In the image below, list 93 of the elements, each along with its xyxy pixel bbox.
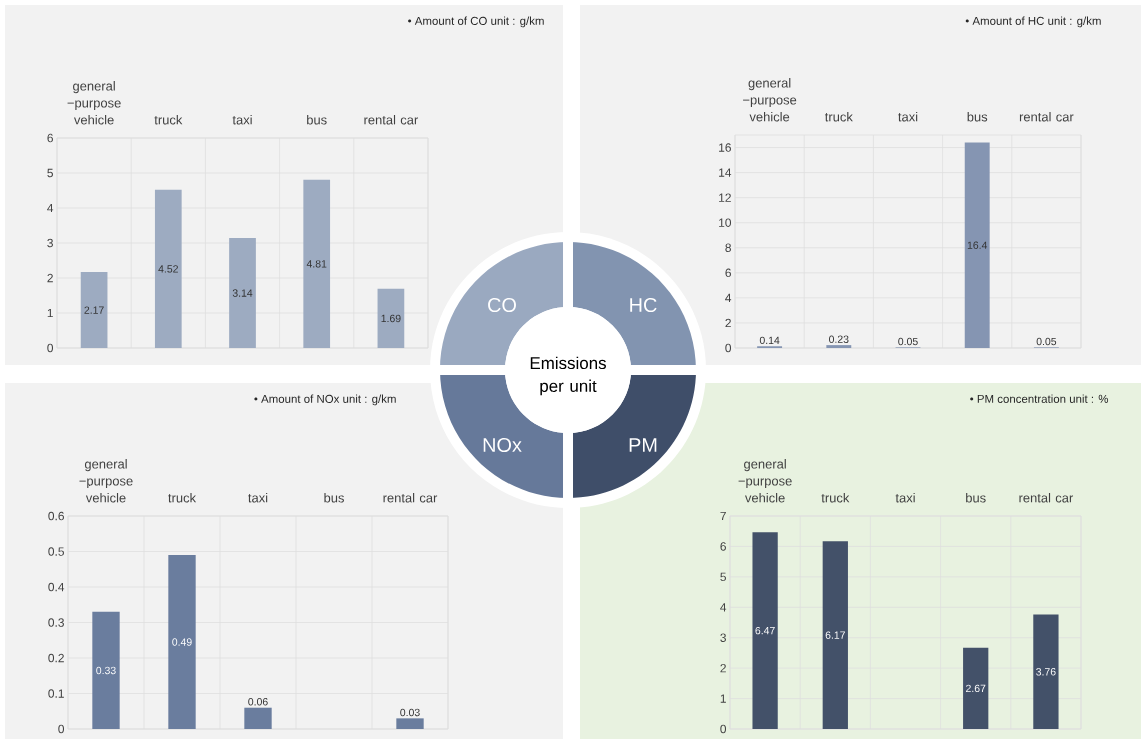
x-tick-label: taxi xyxy=(232,114,252,125)
y-tick-label: 0.2 xyxy=(48,653,64,663)
text: • Amount of CO unit : g/km xyxy=(408,16,544,28)
data-label: 0.49 xyxy=(172,638,192,646)
y-tick-label: 0 xyxy=(720,724,727,734)
x-tick-label: truck xyxy=(824,111,853,122)
bar xyxy=(229,238,256,348)
x-tick-label: rental car xyxy=(383,492,438,503)
x-tick-label: general −purpose vehicle xyxy=(738,459,792,503)
chart-title: • PM concentration unit : % xyxy=(970,394,1109,403)
text: NOx xyxy=(483,437,522,453)
chart-title: • Amount of HC unit : g/km xyxy=(965,16,1101,28)
bar xyxy=(80,272,108,348)
data-label: 6.47 xyxy=(755,626,775,635)
data-label: 1.69 xyxy=(381,314,401,323)
x-tick-label: bus xyxy=(324,492,344,503)
x-tick-label: truck xyxy=(154,114,183,125)
data-label: 2.67 xyxy=(966,684,986,693)
data-label: 4.52 xyxy=(158,265,178,273)
x-tick-label: taxi xyxy=(248,492,268,503)
y-tick-label: 0.6 xyxy=(48,511,64,521)
x-tick-label: taxi xyxy=(898,111,918,122)
x-tick-label: bus xyxy=(307,114,327,125)
bar xyxy=(168,555,196,730)
y-tick-label: 0 xyxy=(47,343,54,353)
x-tick-label: bus xyxy=(967,111,988,122)
bar xyxy=(1033,614,1059,730)
x-tick-label: rental car xyxy=(1019,111,1074,122)
bar xyxy=(396,718,424,730)
x-tick-label: general −purpose vehicle xyxy=(743,78,797,122)
bar xyxy=(303,179,331,348)
y-tick-label: 1 xyxy=(47,308,53,318)
text: CO xyxy=(488,297,516,313)
y-tick-label: 0.1 xyxy=(48,689,64,698)
text: Emissions per unit xyxy=(530,356,606,396)
y-tick-label: 3 xyxy=(720,633,726,642)
data-label: 3.14 xyxy=(232,289,253,297)
text: PM xyxy=(629,438,657,452)
y-tick-label: 0.5 xyxy=(48,547,64,556)
y-tick-label: 0 xyxy=(725,343,732,353)
text: HC xyxy=(630,297,657,313)
bar xyxy=(92,611,120,730)
y-tick-label: 2 xyxy=(725,318,731,328)
x-tick-label: taxi xyxy=(895,492,915,503)
data-label: 2.17 xyxy=(84,306,104,314)
data-label: 0.06 xyxy=(248,698,268,706)
data-label: 0.03 xyxy=(400,708,420,717)
bar xyxy=(826,345,852,348)
y-tick-label: 14 xyxy=(719,168,732,177)
data-label: 6.17 xyxy=(825,631,845,639)
data-label: 0.05 xyxy=(1036,337,1057,346)
bar xyxy=(154,189,182,348)
y-tick-label: 0.3 xyxy=(48,618,64,627)
y-tick-label: 4 xyxy=(720,603,727,612)
x-tick-label: truck xyxy=(168,492,197,503)
y-tick-label: 16 xyxy=(719,143,731,152)
y-tick-label: 5 xyxy=(47,168,53,178)
y-tick-label: 2 xyxy=(720,663,726,673)
x-tick-label: rental car xyxy=(1019,492,1074,503)
y-tick-label: 0 xyxy=(58,724,65,734)
y-tick-label: 6 xyxy=(725,268,731,278)
y-tick-label: 4 xyxy=(47,203,54,213)
chart-title: • Amount of NOx unit : g/km xyxy=(254,394,396,406)
y-tick-label: 4 xyxy=(725,293,732,302)
data-label: 0.05 xyxy=(898,337,918,346)
bar xyxy=(964,142,990,348)
y-tick-label: 6 xyxy=(47,133,53,143)
data-label: 0.14 xyxy=(759,336,780,345)
data-label: 0.23 xyxy=(829,335,849,343)
x-tick-label: general −purpose vehicle xyxy=(79,459,133,503)
bar xyxy=(822,541,848,730)
y-tick-label: 12 xyxy=(719,193,731,202)
y-tick-label: 7 xyxy=(720,511,726,521)
data-label: 3.76 xyxy=(1036,668,1056,676)
data-label: 0.33 xyxy=(96,666,116,675)
y-tick-label: 1 xyxy=(720,694,726,703)
y-tick-label: 10 xyxy=(719,218,732,227)
bar xyxy=(377,288,405,348)
bar xyxy=(752,532,778,730)
bar xyxy=(963,647,989,730)
y-tick-label: 5 xyxy=(720,572,726,582)
x-tick-label: general −purpose vehicle xyxy=(67,81,121,125)
x-tick-label: rental car xyxy=(364,114,419,125)
y-tick-label: 6 xyxy=(720,542,726,551)
y-tick-label: 2 xyxy=(47,273,53,283)
bar xyxy=(244,707,272,730)
data-label: 16.4 xyxy=(967,241,988,249)
x-tick-label: bus xyxy=(966,492,986,503)
x-tick-label: truck xyxy=(821,492,850,503)
y-tick-label: 3 xyxy=(47,238,53,248)
y-tick-label: 8 xyxy=(725,243,731,252)
data-label: 4.81 xyxy=(306,260,327,268)
y-tick-label: 0.4 xyxy=(48,582,65,592)
